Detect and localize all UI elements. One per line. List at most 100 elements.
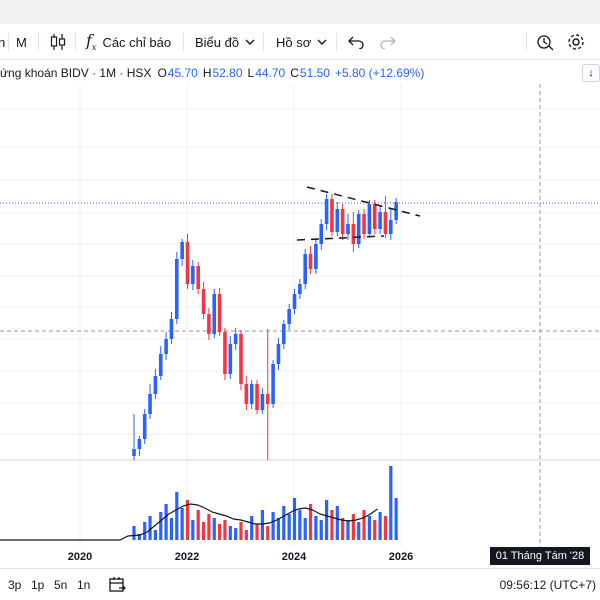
candle-body [169, 319, 174, 339]
low-value: 44.70 [255, 66, 286, 80]
volume-bar [255, 524, 259, 540]
candle-body [282, 324, 286, 344]
close-label: C [290, 66, 299, 80]
candle-body [233, 334, 238, 344]
crosshair-date-label: 01 Tháng Tám '28 [490, 547, 590, 565]
volume-bar [180, 508, 184, 540]
undo-icon [348, 36, 364, 49]
redo-button[interactable] [380, 24, 396, 60]
candle-body [244, 384, 249, 404]
candle-body [394, 202, 398, 220]
indicators-button[interactable]: fx Các chỉ báo [86, 24, 171, 60]
time-axis-label: 2024 [281, 551, 307, 563]
volume-bar [228, 526, 232, 540]
volume-bar [169, 518, 174, 540]
volume-bar [303, 518, 307, 540]
candle-body [356, 214, 361, 244]
candle-body [346, 224, 350, 234]
volume-bar [218, 524, 222, 540]
candle-body [298, 284, 302, 294]
volume-bar [223, 520, 227, 540]
volume-bar [212, 518, 216, 540]
volume-bar [271, 512, 275, 540]
range-button[interactable]: 3p [8, 578, 22, 592]
scroll-to-latest-button[interactable]: ↓ [582, 64, 600, 82]
date-range-button[interactable] [108, 569, 126, 600]
volume-bar [351, 514, 355, 540]
volume-bar [159, 512, 163, 540]
indicators-label: Các chỉ báo [102, 34, 172, 50]
volume-bar [308, 504, 313, 540]
candle-body [201, 289, 206, 314]
toolbar-divider [263, 33, 264, 51]
volume-bar [357, 522, 361, 540]
volume-bar [282, 506, 286, 540]
candle-body [335, 209, 340, 232]
volume-bar [292, 498, 297, 540]
candle-body [142, 414, 147, 439]
range-button[interactable]: 5n [54, 578, 68, 592]
volume-bar [191, 520, 195, 540]
timezone-clock[interactable]: 09:56:12 (UTC+7) [499, 578, 596, 592]
candle-body [249, 384, 254, 404]
volume-bar [287, 514, 291, 540]
time-axis-label: 2026 [388, 551, 414, 563]
undo-button[interactable] [348, 24, 364, 60]
volume-bar [394, 498, 398, 540]
volume-bar [330, 510, 334, 540]
volume-bar [175, 492, 179, 540]
range-button[interactable]: 1n [77, 578, 91, 592]
volume-bar [196, 510, 200, 540]
candle-body [148, 394, 152, 414]
volume-bar [201, 522, 206, 540]
candle-body [158, 354, 163, 376]
interval-partial[interactable]: n [0, 34, 6, 50]
volume-bar [319, 520, 323, 540]
calendar-range-icon [109, 577, 126, 592]
time-axis-label: 2020 [67, 551, 93, 563]
function-icon: fx [86, 31, 97, 53]
volume-bar [164, 504, 168, 540]
candle-body [314, 244, 318, 269]
candle-body [217, 294, 222, 332]
volume-bar [250, 516, 254, 540]
volume-bar [335, 506, 339, 540]
symbol-title[interactable]: ứng khoán BIDV · 1M · HSX [0, 66, 152, 80]
volume-ma-line [0, 503, 378, 541]
volume-bar [239, 522, 243, 540]
volume-bar [314, 516, 318, 540]
alert-button[interactable] [536, 24, 554, 60]
volume-bar [298, 510, 302, 540]
candle-body [180, 242, 184, 259]
chart-type-dropdown[interactable]: Biểu đồ [195, 24, 255, 60]
candle-body [212, 294, 217, 334]
high-value: 52.80 [212, 66, 243, 80]
redo-icon [380, 36, 396, 49]
price-chart[interactable] [0, 84, 600, 547]
candle-body [175, 259, 179, 319]
candlestick-icon [50, 34, 66, 50]
volume-bar [383, 516, 388, 540]
candle-body [196, 266, 200, 289]
candlestick-series [132, 194, 398, 460]
triangle-upper-trendline[interactable] [306, 186, 421, 217]
chevron-down-icon [245, 39, 255, 45]
time-axis[interactable]: 2020 2022 2024 2026 [0, 547, 600, 567]
interval-button[interactable]: M [16, 34, 27, 50]
toolbar-divider [75, 33, 76, 51]
volume-bar [373, 520, 377, 540]
candle-body [378, 212, 382, 229]
volume-bar [244, 530, 248, 540]
candle-body [228, 344, 233, 374]
candles-style-button[interactable] [50, 24, 66, 60]
settings-button[interactable] [567, 24, 585, 60]
range-button[interactable]: 1p [31, 578, 45, 592]
candle-body [324, 199, 329, 224]
chart-grid [0, 84, 600, 547]
candle-body [185, 242, 190, 284]
triangle-lower-trendline[interactable] [296, 235, 385, 241]
volume-bar [346, 520, 350, 540]
profile-dropdown[interactable]: Hồ sơ [276, 24, 327, 60]
time-axis-label: 2022 [174, 551, 200, 563]
